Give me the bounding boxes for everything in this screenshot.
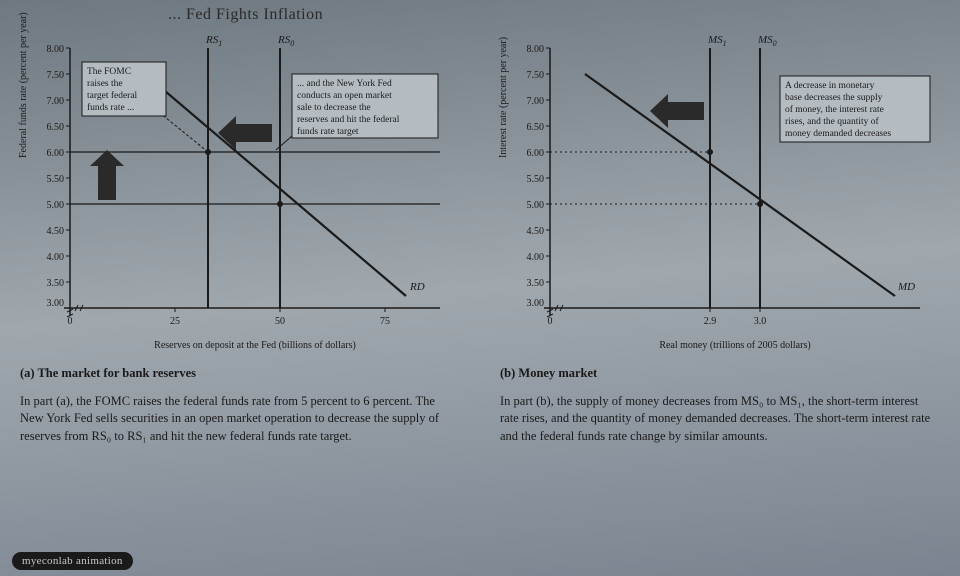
chart-a-ylabel: Federal funds rate (percent per year) (18, 12, 29, 158)
svg-text:rises, and the quantity of: rises, and the quantity of (785, 116, 879, 127)
svg-text:3.00: 3.00 (527, 298, 545, 309)
svg-text:RS0: RS0 (277, 34, 294, 48)
chart-a-wrap: Federal funds rate (percent per year) 8.… (20, 28, 460, 351)
svg-text:4.50: 4.50 (527, 226, 545, 237)
page-title: ... Fed Fights Inflation (168, 6, 942, 24)
svg-text:0: 0 (548, 316, 553, 327)
chart-a: 8.00 7.50 7.00 6.50 6.00 5.50 5.00 4.50 … (20, 28, 460, 338)
svg-text:MS0: MS0 (757, 34, 777, 48)
svg-text:50: 50 (275, 316, 285, 327)
svg-text:RS1: RS1 (205, 34, 222, 48)
arrow-left-icon (650, 94, 704, 128)
svg-text:target federal: target federal (87, 90, 138, 101)
svg-text:raises the: raises the (87, 79, 123, 89)
svg-text:funds rate ...: funds rate ... (87, 102, 134, 113)
arrow-up-icon (90, 150, 124, 200)
svg-text:3.50: 3.50 (527, 278, 545, 289)
svg-text:7.00: 7.00 (47, 96, 65, 107)
svg-text:6.00: 6.00 (527, 148, 545, 159)
svg-text:... and the New York Fed: ... and the New York Fed (297, 79, 392, 89)
svg-text:of money, the interest rate: of money, the interest rate (785, 104, 884, 115)
svg-text:4.00: 4.00 (527, 252, 545, 263)
svg-text:0: 0 (68, 316, 73, 327)
svg-text:3.00: 3.00 (47, 298, 65, 309)
svg-text:MS1: MS1 (707, 34, 727, 48)
svg-text:sale to decrease the: sale to decrease the (297, 103, 371, 113)
svg-text:The FOMC: The FOMC (87, 67, 131, 77)
chart-b-ylabel: Interest rate (percent per year) (498, 37, 509, 158)
svg-text:5.50: 5.50 (47, 174, 65, 185)
charts-row: Federal funds rate (percent per year) 8.… (18, 28, 942, 351)
caption-b: (b) Money market In part (b), the supply… (500, 365, 940, 445)
chart-b-wrap: Interest rate (percent per year) 8.00 7.… (500, 28, 940, 351)
svg-text:6.00: 6.00 (47, 148, 65, 159)
svg-text:A decrease in monetary: A decrease in monetary (785, 81, 875, 91)
svg-text:7.50: 7.50 (47, 70, 65, 81)
svg-text:25: 25 (170, 316, 180, 327)
svg-text:5.00: 5.00 (527, 200, 545, 211)
svg-text:7.00: 7.00 (527, 96, 545, 107)
svg-text:RD: RD (409, 281, 425, 293)
svg-text:5.00: 5.00 (47, 200, 65, 211)
svg-text:money demanded decreases: money demanded decreases (785, 129, 891, 139)
svg-text:6.50: 6.50 (527, 122, 545, 133)
caption-a: (a) The market for bank reserves In part… (20, 365, 460, 445)
captions-row: (a) The market for bank reserves In part… (18, 365, 942, 445)
svg-text:2.9: 2.9 (704, 316, 717, 327)
caption-a-body: In part (a), the FOMC raises the federal… (20, 393, 460, 446)
svg-text:4.00: 4.00 (47, 252, 65, 263)
svg-text:base decreases the supply: base decreases the supply (785, 93, 883, 103)
svg-text:MD: MD (897, 281, 915, 293)
chart-b: 8.00 7.50 7.00 6.50 6.00 5.50 5.00 4.50 … (500, 28, 940, 338)
footer-badge: myeconlab animation (12, 552, 133, 570)
svg-text:6.50: 6.50 (47, 122, 65, 133)
svg-text:5.50: 5.50 (527, 174, 545, 185)
svg-text:conducts an open market: conducts an open market (297, 91, 392, 101)
svg-text:7.50: 7.50 (527, 70, 545, 81)
svg-text:75: 75 (380, 316, 390, 327)
svg-text:8.00: 8.00 (527, 44, 545, 55)
page-container: ... Fed Fights Inflation Federal funds r… (0, 0, 960, 576)
svg-text:funds rate target: funds rate target (297, 126, 359, 137)
svg-text:3.50: 3.50 (47, 278, 65, 289)
svg-text:4.50: 4.50 (47, 226, 65, 237)
svg-text:8.00: 8.00 (47, 44, 65, 55)
chart-a-xlabel: Reserves on deposit at the Fed (billions… (50, 340, 460, 351)
svg-text:3.0: 3.0 (754, 316, 767, 327)
caption-a-title: (a) The market for bank reserves (20, 365, 460, 383)
caption-b-title: (b) Money market (500, 365, 940, 383)
chart-b-xlabel: Real money (trillions of 2005 dollars) (530, 340, 940, 351)
arrow-left-icon (218, 116, 272, 150)
svg-text:reserves and hit the federal: reserves and hit the federal (297, 114, 400, 125)
caption-b-body: In part (b), the supply of money decreas… (500, 393, 940, 446)
